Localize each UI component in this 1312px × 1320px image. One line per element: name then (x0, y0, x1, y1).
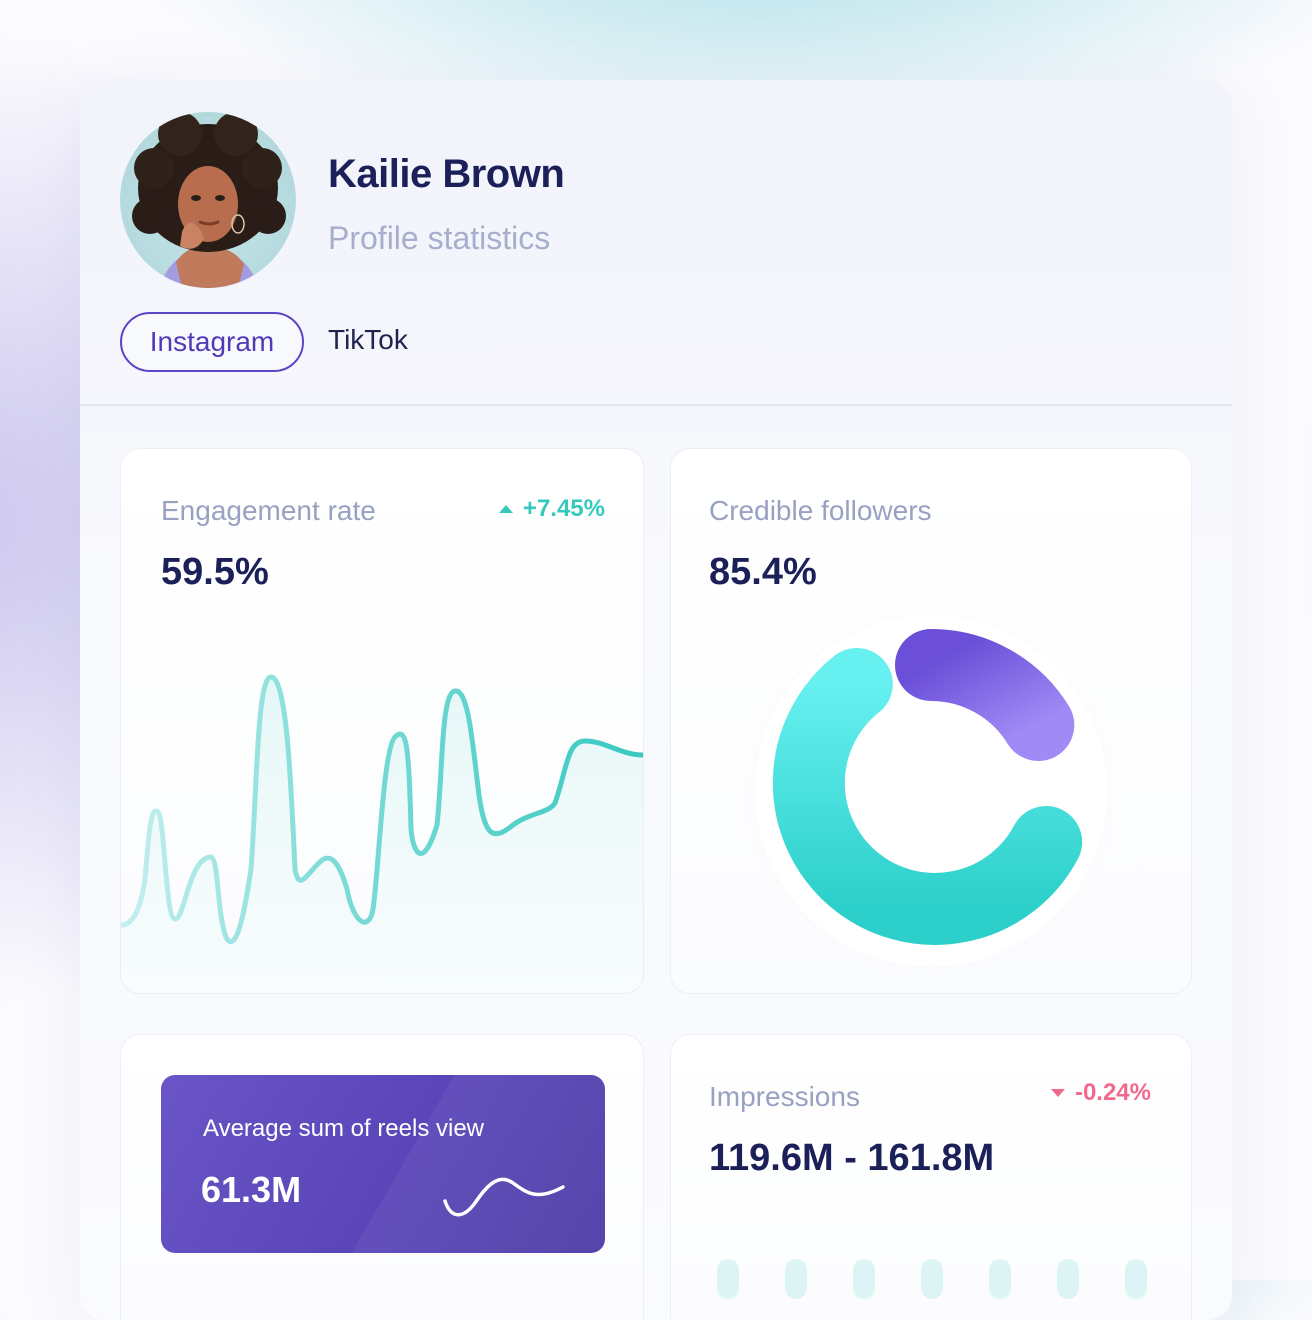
donut-segment-other (895, 629, 1075, 761)
credible-followers-value: 85.4% (709, 551, 817, 593)
profile-card: Kailie Brown Profile statistics Instagra… (80, 80, 1232, 1320)
engagement-rate-value: 59.5% (161, 551, 269, 593)
trend-up-icon (498, 505, 513, 513)
impressions-bar (785, 1259, 807, 1299)
reels-value: 61.3M (201, 1169, 302, 1210)
trend-down-icon (1050, 1089, 1065, 1097)
profile-subtitle: Profile statistics (328, 220, 551, 256)
engagement-delta: +7.45% (498, 495, 605, 523)
reels-label: Average sum of reels view (203, 1115, 485, 1142)
impressions-card: Impressions -0.24% 119.6M - 161.8M (670, 1034, 1192, 1320)
engagement-rate-label: Engagement rate (161, 495, 376, 526)
tab-tiktok[interactable]: TikTok (328, 324, 408, 355)
impressions-bar (921, 1259, 943, 1299)
reels-wave-icon (443, 1177, 565, 1217)
credible-followers-label: Credible followers (709, 495, 932, 526)
profile-name: Kailie Brown (328, 152, 565, 196)
donut-segment-credible (772, 648, 1083, 945)
credible-followers-donut (745, 605, 1117, 977)
engagement-delta-value: +7.45% (522, 495, 605, 522)
impressions-bar (989, 1259, 1011, 1299)
engagement-sparkline (121, 674, 643, 993)
impressions-bar (1057, 1259, 1079, 1299)
impressions-bar (717, 1259, 739, 1299)
profile-header: Kailie Brown Profile statistics Instagra… (80, 80, 1232, 406)
impressions-delta: -0.24% (1050, 1079, 1151, 1107)
avatar (120, 112, 296, 288)
reels-card: Average sum of reels view 61.3M (120, 1034, 644, 1320)
tab-instagram[interactable]: Instagram (120, 312, 304, 372)
avatar-portrait-icon (132, 112, 286, 288)
impressions-delta-value: -0.24% (1074, 1079, 1151, 1106)
engagement-rate-card: Engagement rate +7.45% 59.5% (120, 448, 644, 994)
credible-followers-card: Credible followers 85.4% (670, 448, 1192, 994)
impressions-bar (1125, 1259, 1147, 1299)
impressions-value: 119.6M - 161.8M (709, 1137, 995, 1179)
reels-summary-tile: Average sum of reels view 61.3M (161, 1075, 605, 1253)
impressions-label: Impressions (709, 1081, 860, 1112)
impressions-bar (853, 1259, 875, 1299)
